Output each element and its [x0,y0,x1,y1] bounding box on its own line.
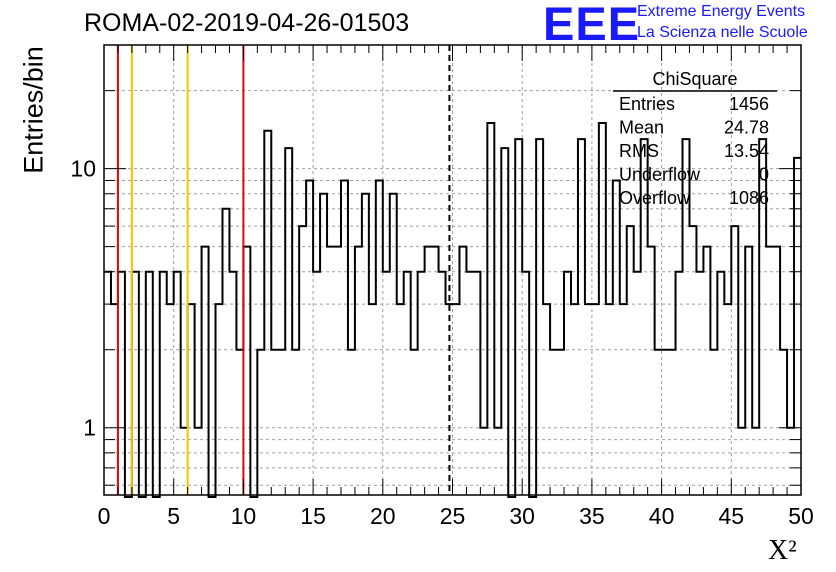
histogram-bars [104,122,801,498]
y-tick-label: 1 [83,415,96,441]
x-tick-label: 50 [788,503,814,529]
x-axis-label: X² [768,535,797,566]
x-tick-label: 45 [719,503,745,529]
stats-value: 0 [759,165,769,185]
axes: 0 5 10 15 20 25 30 35 40 45 50 1 10 [70,44,814,529]
stats-value: 1456 [729,94,769,114]
stats-label: Overflow [619,188,691,208]
reference-lines [116,45,451,495]
stats-label: Mean [619,118,664,138]
stats-value: 24.78 [724,118,769,138]
x-tick-label: 20 [370,503,396,529]
x-tick-label: 10 [231,503,257,529]
eee-logo: EEE [543,0,641,50]
x-tick-label: 35 [579,503,605,529]
x-tick-label: 30 [509,503,535,529]
chart-title: ROMA-02-2019-04-26-01503 [84,9,410,37]
x-tick-label: 25 [440,503,466,529]
stats-value: 13.54 [724,141,769,161]
logo-text-line2: La Scienza nelle Scuole [637,24,808,41]
y-tick-label: 10 [70,156,96,182]
x-tick-label: 0 [98,503,111,529]
stats-label: RMS [619,141,659,161]
stats-label: Underflow [619,165,701,185]
logo-text-line1: Extreme Energy Events [637,3,806,20]
x-tick-label: 5 [167,503,180,529]
x-tick-label: 15 [300,503,326,529]
stats-label: Entries [619,94,675,114]
stats-box-name: ChiSquare [652,69,737,89]
stats-value: 1086 [729,188,769,208]
x-tick-label: 40 [649,503,675,529]
stats-box: ChiSquare Entries 1456 Mean 24.78 RMS 13.54 Und… [613,69,777,208]
histogram-outline [104,122,801,498]
